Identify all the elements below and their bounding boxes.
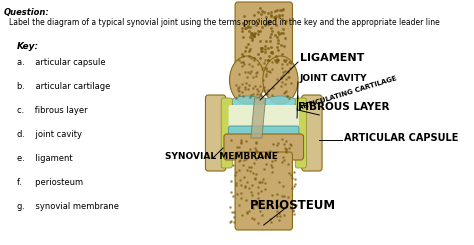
Ellipse shape [263, 56, 298, 104]
Ellipse shape [230, 96, 264, 108]
Text: d.    joint cavity: d. joint cavity [17, 130, 82, 139]
Text: Label the diagram of a typical synovial joint using the terms provided in the ke: Label the diagram of a typical synovial … [9, 18, 440, 27]
Text: FIBROUS LAYER: FIBROUS LAYER [298, 102, 390, 112]
FancyBboxPatch shape [228, 126, 299, 140]
Text: a.    articular capsule: a. articular capsule [17, 58, 105, 67]
FancyBboxPatch shape [221, 98, 232, 168]
Text: PERIOSTEUM: PERIOSTEUM [250, 198, 336, 211]
Text: SYNOVIAL MEMBRANE: SYNOVIAL MEMBRANE [165, 151, 278, 160]
FancyBboxPatch shape [295, 98, 306, 168]
FancyBboxPatch shape [235, 2, 292, 68]
Text: g.    synovial membrane: g. synovial membrane [17, 202, 118, 211]
Text: b.    articular cartilage: b. articular cartilage [17, 82, 110, 91]
Text: Question:: Question: [4, 8, 49, 17]
Ellipse shape [229, 56, 264, 104]
FancyBboxPatch shape [302, 95, 322, 171]
Text: e.    ligament: e. ligament [17, 154, 72, 163]
Polygon shape [251, 98, 265, 138]
Text: ARTICULATING CARTILAGE: ARTICULATING CARTILAGE [298, 75, 398, 111]
FancyBboxPatch shape [224, 134, 303, 160]
FancyBboxPatch shape [205, 95, 226, 171]
FancyBboxPatch shape [235, 152, 292, 230]
Text: LIGAMENT: LIGAMENT [300, 53, 364, 63]
Text: Key:: Key: [17, 42, 39, 51]
Text: JOINT CAVITY: JOINT CAVITY [300, 74, 367, 83]
Ellipse shape [264, 96, 297, 108]
FancyBboxPatch shape [228, 105, 299, 131]
Text: f.     periosteum: f. periosteum [17, 178, 83, 187]
Text: ARTICULAR CAPSULE: ARTICULAR CAPSULE [344, 133, 459, 143]
Text: c.    fibrous layer: c. fibrous layer [17, 106, 87, 115]
